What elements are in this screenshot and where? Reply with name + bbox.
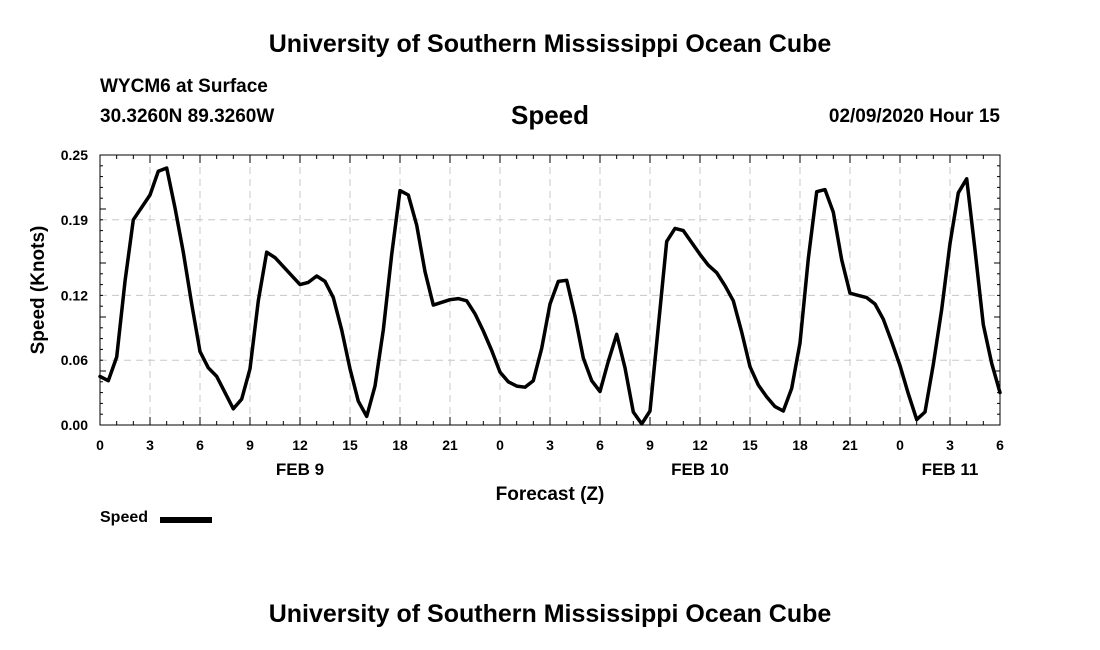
legend-swatch (160, 517, 212, 523)
station-name: WYCM6 at Surface (100, 76, 268, 97)
x-tick-label: 18 (392, 437, 408, 453)
y-tick-label: 0.12 (61, 287, 88, 303)
x-tick-label: 12 (692, 437, 708, 453)
x-tick-label: 21 (842, 437, 858, 453)
x-tick-label: 6 (996, 437, 1004, 453)
x-tick-label: 0 (96, 437, 104, 453)
x-tick-label: 15 (342, 437, 358, 453)
chart-title-bottom: University of Southern Mississippi Ocean… (268, 600, 832, 628)
x-tick-label: 3 (946, 437, 954, 453)
x-tick-label: 15 (742, 437, 758, 453)
x-axis-title: Forecast (Z) (496, 484, 605, 505)
legend-label: Speed (100, 509, 149, 526)
x-tick-label: 3 (146, 437, 154, 453)
x-tick-label: 6 (196, 437, 204, 453)
series-line-speed (98, 166, 1002, 426)
x-tick-label: 18 (792, 437, 808, 453)
forecast-timestamp: 02/09/2020 Hour 15 (828, 106, 1000, 127)
x-tick-label: 9 (646, 437, 654, 453)
y-tick-label: 0.19 (61, 212, 88, 228)
x-tick-label: 0 (496, 437, 504, 453)
date-label: FEB 10 (671, 460, 729, 479)
y-tick-label: 0.25 (61, 147, 88, 163)
x-tick-label: 9 (246, 437, 254, 453)
date-label: FEB 11 (922, 460, 979, 479)
x-tick-label: 6 (596, 437, 604, 453)
date-label: FEB 9 (276, 460, 324, 479)
y-tick-label: 0.00 (61, 417, 88, 433)
variable-title: Speed (510, 100, 590, 130)
y-tick-label: 0.06 (61, 352, 88, 368)
chart-title-top: University of Southern Mississippi Ocean… (268, 30, 832, 58)
x-tick-label: 12 (292, 437, 308, 453)
x-tick-label: 21 (442, 437, 458, 453)
station-coords: 30.3260N 89.3260W (100, 106, 275, 127)
y-axis-title: Speed (Knots) (28, 226, 49, 355)
x-tick-label: 3 (546, 437, 554, 453)
x-tick-label: 0 (896, 437, 904, 453)
